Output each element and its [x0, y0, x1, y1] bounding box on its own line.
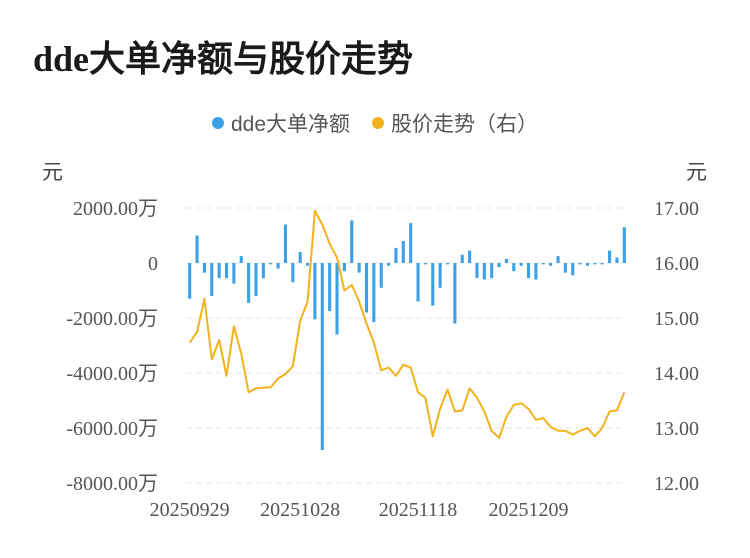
dde-bar: [394, 247, 398, 263]
dde-bar: [571, 263, 575, 276]
dde-bar: [549, 263, 553, 266]
price-line: [188, 209, 626, 439]
dde-bar: [431, 263, 435, 306]
dde-bar: [622, 227, 626, 263]
dde-bar: [379, 263, 383, 288]
dde-bar: [276, 263, 280, 269]
dde-bar: [468, 250, 472, 263]
dde-bar: [320, 263, 324, 450]
dde-bar: [188, 263, 192, 299]
dde-bar: [342, 263, 346, 272]
legend: dde大单净额 股价走势（右）: [0, 108, 750, 138]
dde-bar: [475, 263, 479, 279]
dde-bar: [239, 256, 243, 263]
dde-bar: [445, 263, 450, 265]
dde-bar: [416, 263, 420, 302]
dde-bar: [328, 263, 332, 312]
dde-bar: [195, 235, 199, 263]
dde-bar: [423, 263, 427, 265]
dde-bar: [585, 263, 590, 266]
dde-bar: [512, 263, 516, 272]
x-tick-label: 20251118: [379, 499, 458, 521]
y-left-tick-label: -8000.00万: [66, 473, 158, 495]
y-right-tick-label: 12.00: [654, 473, 699, 495]
dde-bar: [350, 220, 354, 263]
y-right-tick-label: 15.00: [654, 308, 699, 330]
dde-bar: [438, 263, 442, 288]
dde-bar: [534, 263, 538, 280]
legend-item-price[interactable]: 股价走势（右）: [372, 108, 538, 138]
dde-bar: [335, 263, 339, 335]
y-right-tick-label: 14.00: [654, 363, 699, 385]
y-left-tick-label: -6000.00万: [66, 418, 158, 440]
dde-bar: [600, 263, 604, 265]
dde-bar: [364, 263, 369, 313]
dde-bar: [541, 263, 545, 265]
y-left-tick-label: 0: [148, 253, 158, 275]
legend-label-price: 股价走势（右）: [391, 113, 539, 136]
x-tick-label: 20251028: [260, 499, 340, 521]
y-right-tick-label: 17.00: [654, 198, 699, 220]
legend-dot-price: [372, 117, 385, 129]
y-left-tick-label: -2000.00万: [66, 308, 158, 330]
dde-bar: [409, 223, 413, 263]
dde-bar: [497, 263, 501, 268]
dde-bar: [593, 263, 597, 265]
dde-bar: [313, 263, 317, 320]
y-right-tick-label: 13.00: [654, 418, 699, 440]
dde-bar: [453, 263, 457, 324]
y-right-tick-label: 16.00: [654, 253, 699, 275]
dde-bar: [232, 263, 236, 284]
y-left-tick-label: -4000.00万: [66, 363, 158, 385]
dde-bar: [224, 263, 229, 279]
dde-bar: [254, 263, 258, 296]
dde-bar: [261, 263, 265, 279]
dde-bar: [482, 263, 486, 280]
dde-bar: [372, 263, 376, 323]
dde-bar: [563, 263, 567, 273]
dde-bar: [519, 263, 523, 266]
left-axis-unit: 元: [42, 161, 63, 184]
dde-bar: [387, 263, 391, 266]
dde-bar: [357, 263, 361, 273]
dde-bar: [608, 250, 612, 263]
legend-item-dde[interactable]: dde大单净额: [211, 108, 351, 138]
dde-bar: [247, 263, 251, 303]
x-tick-label: 20251209: [489, 499, 569, 521]
dde-bar: [504, 258, 508, 263]
dde-bar: [490, 263, 494, 279]
dde-bar: [291, 263, 295, 283]
legend-label-dde: dde大单净额: [230, 113, 351, 136]
dde-bar: [578, 263, 582, 265]
dde-bar: [306, 263, 310, 266]
dde-bar: [269, 263, 273, 265]
dde-bar: [460, 254, 464, 263]
y-left-tick-label: 2000.00万: [73, 198, 158, 220]
right-axis-unit: 元: [686, 161, 707, 184]
dde-bar: [283, 224, 287, 263]
x-tick-label: 20250929: [150, 499, 230, 521]
dde-bar: [527, 263, 531, 279]
dde-bar: [556, 256, 560, 263]
legend-dot-dde: [211, 117, 224, 129]
dde-bar: [615, 257, 619, 263]
dde-bar: [210, 263, 214, 296]
dde-bar: [217, 263, 221, 279]
chart-title: dde大单净额与股价走势: [33, 39, 414, 79]
dde-bar: [202, 263, 206, 273]
dde-bar: [298, 252, 302, 263]
dde-bar: [401, 241, 405, 263]
